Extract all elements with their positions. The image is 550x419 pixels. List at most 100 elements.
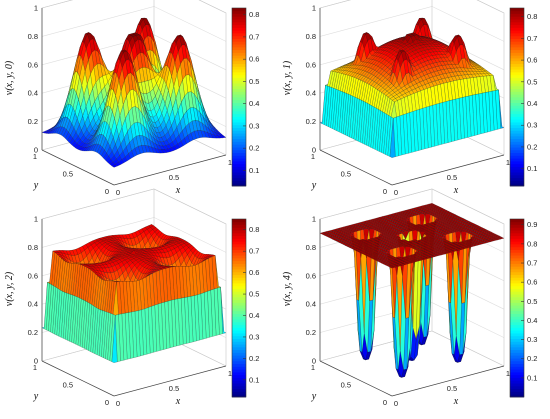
colorbar-segment bbox=[232, 135, 246, 140]
colorbar-segment bbox=[510, 335, 524, 339]
colorbar-segment bbox=[510, 74, 524, 78]
colorbar-segment bbox=[510, 277, 524, 281]
z-tick-label: 0.4 bbox=[306, 89, 316, 98]
colorbar-segment bbox=[510, 116, 524, 120]
colorbar-segment bbox=[510, 19, 524, 23]
colorbar-segment bbox=[232, 235, 246, 239]
colorbar-segment bbox=[232, 252, 246, 256]
colorbar-segment bbox=[232, 244, 246, 248]
colorbar-segment bbox=[510, 55, 524, 59]
colorbar-segment bbox=[232, 13, 246, 17]
colorbar-segment bbox=[510, 52, 524, 56]
colorbar-segment bbox=[232, 352, 246, 356]
colorbar-segment bbox=[510, 305, 524, 309]
y-tick-label: 0 bbox=[383, 398, 387, 407]
x-axis-line bbox=[391, 154, 505, 186]
colorbar-segment bbox=[232, 71, 246, 76]
x-tick-label: 0 bbox=[394, 188, 398, 197]
colorbar-segment bbox=[232, 344, 246, 348]
colorbar-segment bbox=[232, 163, 246, 167]
colorbar-segment bbox=[232, 221, 246, 225]
colorbar-segment bbox=[510, 130, 524, 134]
colorbar-segment bbox=[510, 85, 524, 90]
colorbar-segment bbox=[510, 155, 524, 159]
colorbar-segment bbox=[232, 46, 246, 51]
colorbar-segment bbox=[232, 160, 246, 165]
colorbar-segment bbox=[232, 333, 246, 337]
colorbar-segment bbox=[510, 302, 524, 306]
colorbar-segment bbox=[232, 363, 246, 367]
colorbar-segment bbox=[232, 166, 246, 170]
colorbar-segment bbox=[510, 296, 524, 301]
colorbar-segment bbox=[510, 141, 524, 145]
colorbar-segment bbox=[232, 177, 246, 181]
x-tick-label: 0 bbox=[116, 399, 120, 408]
y-axis-line bbox=[41, 149, 115, 186]
colorbar-segment bbox=[510, 60, 524, 65]
surface-mesh bbox=[319, 17, 505, 158]
colorbar-segment bbox=[510, 94, 524, 98]
x-tick-label: 0.5 bbox=[447, 173, 457, 182]
colorbar-segment bbox=[510, 291, 524, 295]
y-tick-label: 1 bbox=[311, 152, 315, 161]
colorbar-segment bbox=[232, 313, 246, 317]
colorbar-segment bbox=[510, 174, 524, 179]
colorbar-segment bbox=[510, 71, 524, 76]
z-tick-label: 1 bbox=[312, 4, 316, 13]
x-tick-label: 0.5 bbox=[169, 173, 179, 182]
z-tick-label: 0.2 bbox=[306, 117, 316, 126]
y-tick-label: 1 bbox=[33, 152, 37, 161]
colorbar-segment bbox=[510, 172, 524, 176]
colorbar-tick-label: 0.1 bbox=[527, 164, 537, 173]
colorbar-segment bbox=[232, 58, 246, 62]
colorbar-segment bbox=[232, 388, 246, 392]
colorbar: 0.10.20.30.40.50.60.70.8 bbox=[509, 7, 537, 187]
colorbar-segment bbox=[510, 24, 524, 28]
colorbar-frame bbox=[231, 7, 247, 187]
z-axis-label: v(x, y, 4) bbox=[282, 271, 293, 306]
colorbar-segment bbox=[232, 88, 246, 92]
y-axis-line bbox=[41, 360, 115, 397]
colorbar-segment bbox=[510, 163, 524, 167]
colorbar-segment bbox=[510, 88, 524, 92]
z-tick-label: 0.2 bbox=[28, 117, 38, 126]
colorbar-segment bbox=[232, 330, 246, 334]
colorbar-segment bbox=[232, 341, 246, 345]
y-axis-label: y bbox=[311, 391, 317, 402]
colorbar-segment bbox=[232, 33, 246, 37]
colorbar-segment bbox=[510, 288, 524, 292]
colorbar-segment bbox=[232, 124, 246, 128]
surface-mesh bbox=[319, 203, 505, 378]
colorbar-segment bbox=[510, 122, 524, 126]
colorbar-segment bbox=[232, 130, 246, 134]
y-tick-label: 0.5 bbox=[341, 381, 351, 390]
colorbar-segment bbox=[232, 285, 246, 289]
colorbar-segment bbox=[232, 24, 246, 28]
colorbar-segment bbox=[232, 35, 246, 39]
colorbar-segment bbox=[232, 232, 246, 237]
colorbar-segment bbox=[232, 319, 246, 323]
colorbar-tick-label: 0.7 bbox=[249, 32, 259, 41]
colorbar-segment bbox=[510, 113, 524, 117]
x-tick-label: 1 bbox=[228, 158, 232, 167]
colorbar-segment bbox=[232, 224, 246, 228]
colorbar-segment bbox=[232, 374, 246, 378]
colorbar-segment bbox=[510, 108, 524, 112]
colorbar-segment bbox=[232, 369, 246, 373]
z-tick-label: 0.8 bbox=[28, 243, 38, 252]
colorbar-segment bbox=[232, 91, 246, 95]
y-tick-label: 1 bbox=[33, 363, 37, 372]
colorbar-segment bbox=[232, 113, 246, 117]
colorbar-segment bbox=[232, 294, 246, 298]
colorbar-segment bbox=[232, 327, 246, 331]
colorbar-segment bbox=[232, 263, 246, 267]
z-axis-label: v(x, y, 0) bbox=[4, 60, 15, 95]
colorbar-segment bbox=[510, 149, 524, 154]
colorbar: 0.10.20.30.40.50.60.70.8 bbox=[231, 218, 259, 398]
colorbar-segment bbox=[232, 338, 246, 342]
z-tick-label: 0.6 bbox=[28, 271, 38, 280]
colorbar-segment bbox=[232, 316, 246, 320]
colorbar-segment bbox=[232, 310, 246, 314]
colorbar-segment bbox=[510, 135, 524, 140]
